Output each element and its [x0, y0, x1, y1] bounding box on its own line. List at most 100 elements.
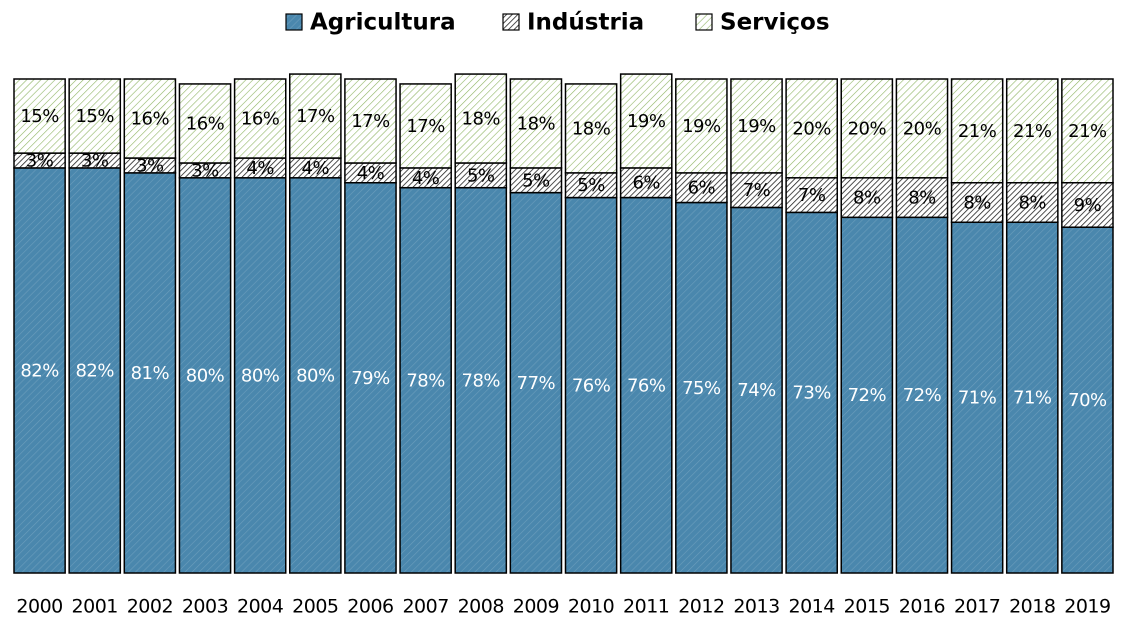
- value-label: 3%: [26, 151, 54, 172]
- bar-segment: [840, 78, 894, 179]
- value-label: 4%: [357, 163, 385, 184]
- value-label: 21%: [958, 121, 997, 142]
- x-tick-label: 2018: [1009, 596, 1055, 618]
- value-label: 80%: [241, 365, 280, 386]
- value-label: 78%: [406, 370, 445, 391]
- value-label: 16%: [131, 109, 170, 130]
- value-label: 9%: [1074, 195, 1102, 216]
- x-tick-label: 2017: [954, 596, 1000, 618]
- value-label: 20%: [903, 118, 942, 139]
- value-label: 7%: [743, 180, 771, 201]
- bar-segment: [785, 177, 838, 214]
- value-label: 21%: [1068, 121, 1107, 142]
- bar-segment: [344, 181, 397, 574]
- value-label: 80%: [296, 365, 335, 386]
- value-label: 76%: [627, 375, 666, 396]
- bar-segment: [233, 177, 287, 574]
- value-label: 8%: [1018, 193, 1046, 214]
- x-tick-label: 2004: [237, 596, 284, 618]
- value-label: 5%: [522, 170, 550, 191]
- x-tick-label: 2000: [16, 596, 62, 618]
- bar-segment: [675, 78, 728, 174]
- value-label: 3%: [136, 155, 164, 176]
- x-tick-label: 2012: [678, 596, 724, 618]
- x-tick-label: 2008: [458, 596, 504, 618]
- value-label: 8%: [853, 188, 881, 209]
- value-label: 19%: [682, 116, 721, 137]
- bar-segment: [178, 83, 232, 164]
- value-label: 20%: [792, 118, 831, 139]
- bar-segment: [289, 177, 342, 574]
- bar-segment: [730, 206, 783, 574]
- bar-segment: [564, 172, 618, 199]
- value-label: 76%: [572, 375, 611, 396]
- x-tick-label: 2011: [623, 596, 669, 618]
- value-label: 17%: [406, 116, 445, 137]
- bar-segment: [675, 201, 728, 574]
- bar-segment: [840, 216, 894, 574]
- value-label: 15%: [20, 106, 59, 127]
- legend-label: Agricultura: [310, 10, 456, 36]
- value-label: 17%: [351, 111, 390, 132]
- value-label: 6%: [632, 173, 660, 194]
- value-label: 21%: [1013, 121, 1052, 142]
- value-label: 16%: [186, 113, 225, 134]
- bar-segment: [454, 73, 508, 164]
- bar-segment: [509, 191, 563, 574]
- x-tick-label: 2009: [513, 596, 559, 618]
- value-label: 72%: [848, 385, 887, 406]
- legend-swatch: [285, 13, 303, 31]
- bar-segment: [178, 177, 232, 574]
- value-label: 4%: [246, 158, 274, 179]
- value-label: 4%: [302, 158, 330, 179]
- value-label: 70%: [1068, 390, 1107, 411]
- bar-segment: [895, 216, 949, 574]
- value-label: 8%: [908, 188, 936, 209]
- bar-segment: [950, 78, 1004, 184]
- value-label: 4%: [412, 168, 440, 189]
- bar-segment: [619, 196, 673, 574]
- value-label: 6%: [688, 178, 716, 199]
- bar-segment: [895, 78, 949, 179]
- bar-segment: [13, 167, 66, 574]
- value-label: 5%: [577, 175, 605, 196]
- value-label: 72%: [903, 385, 942, 406]
- value-label: 80%: [186, 365, 225, 386]
- value-label: 18%: [572, 118, 611, 139]
- x-tick-label: 2001: [72, 596, 118, 618]
- value-label: 16%: [241, 109, 280, 130]
- x-tick-label: 2006: [347, 596, 393, 618]
- value-label: 15%: [75, 106, 114, 127]
- value-label: 3%: [191, 160, 219, 181]
- x-tick-label: 2003: [182, 596, 228, 618]
- bar-segment: [454, 186, 508, 574]
- bar-segment: [564, 196, 618, 574]
- value-label: 5%: [467, 165, 495, 186]
- bar-segment: [1061, 78, 1114, 184]
- bar-segment: [1005, 78, 1059, 184]
- legend-swatch: [502, 13, 520, 31]
- x-tick-label: 2014: [788, 596, 835, 618]
- bar-segment: [68, 167, 122, 574]
- value-label: 19%: [737, 116, 776, 137]
- legend-label: Indústria: [527, 10, 644, 36]
- bar-segment: [289, 73, 342, 159]
- value-label: 71%: [958, 388, 997, 409]
- value-label: 77%: [517, 373, 556, 394]
- bar-segment: [564, 83, 618, 174]
- value-label: 20%: [848, 118, 887, 139]
- value-label: 3%: [81, 151, 109, 172]
- legend-swatch: [695, 13, 713, 31]
- bar-segment: [68, 78, 122, 154]
- x-tick-label: 2015: [844, 596, 890, 618]
- legend-label: Serviços: [720, 10, 830, 36]
- bar-segment: [233, 78, 287, 159]
- value-label: 75%: [682, 378, 721, 399]
- value-label: 79%: [351, 368, 390, 389]
- x-tick-label: 2016: [899, 596, 945, 618]
- value-label: 81%: [131, 363, 170, 384]
- bar-segment: [730, 78, 783, 174]
- bar-segment: [1005, 181, 1059, 224]
- value-label: 82%: [75, 360, 114, 381]
- x-tick-label: 2013: [733, 596, 779, 618]
